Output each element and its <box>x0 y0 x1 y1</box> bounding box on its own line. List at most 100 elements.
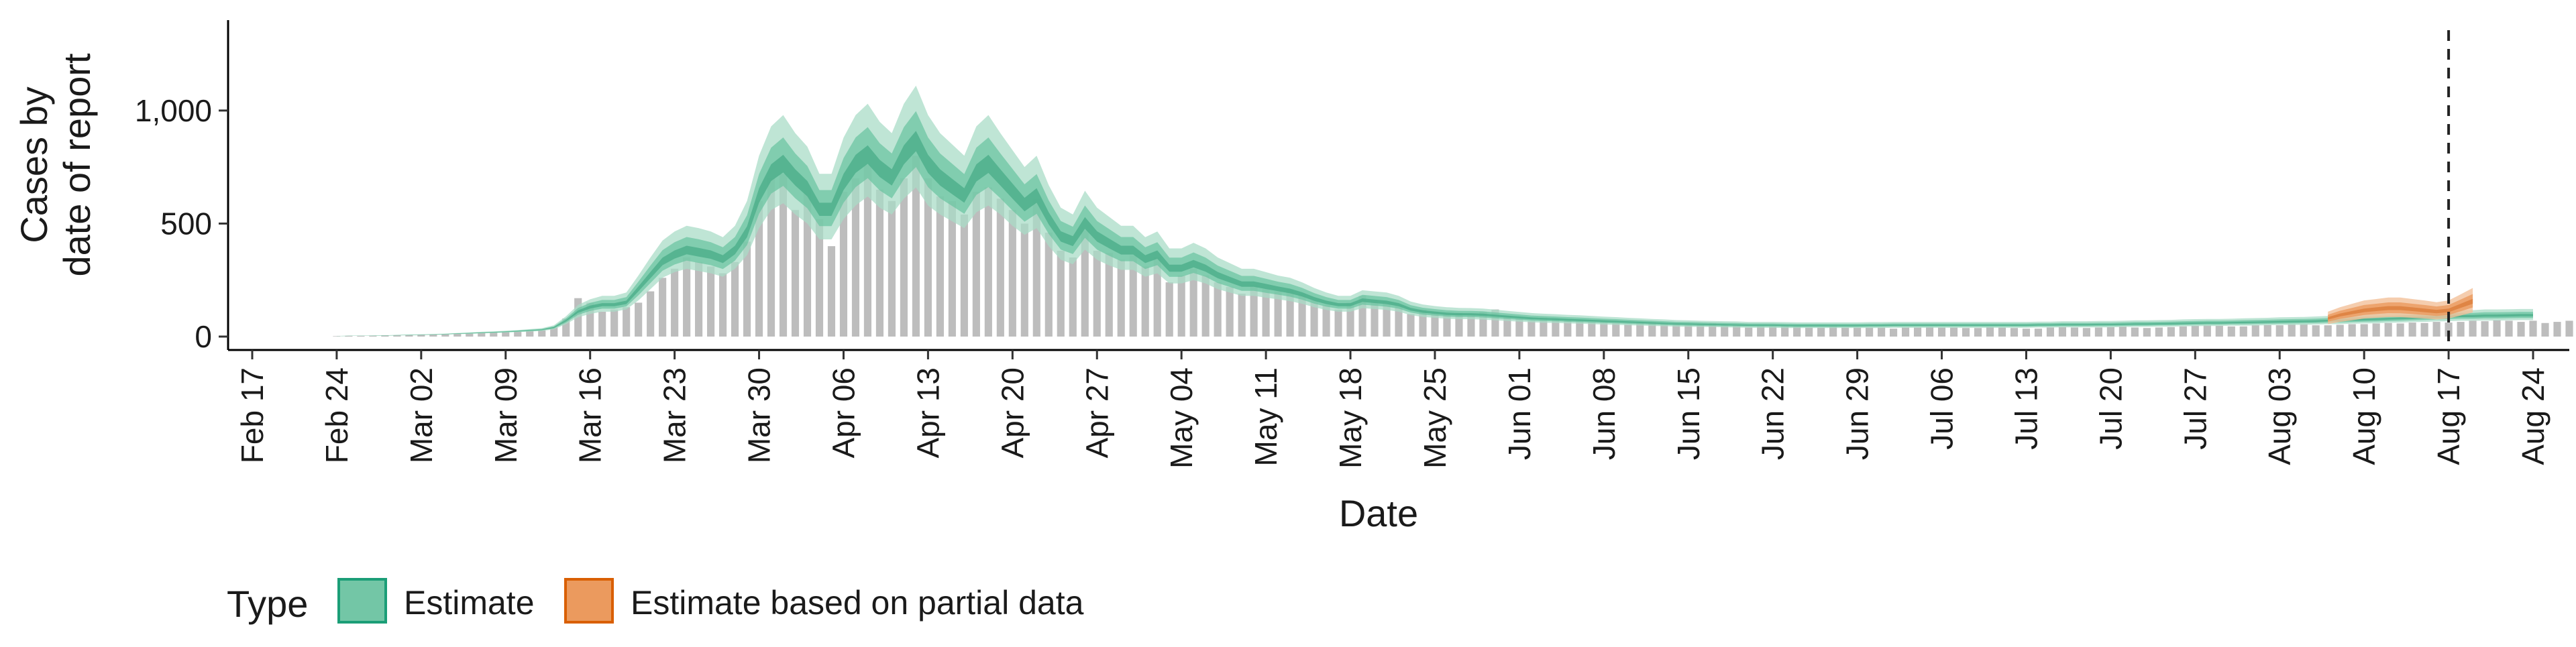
reported-cases-bar <box>2384 322 2392 337</box>
reported-cases-bar <box>1962 328 1970 337</box>
x-tick-label: Apr 06 <box>826 367 861 459</box>
reported-cases-bar <box>743 241 751 337</box>
reported-cases-bar <box>2493 320 2501 337</box>
reported-cases-bar <box>1358 296 1366 337</box>
x-tick-label: May 11 <box>1248 367 1283 466</box>
reported-cases-bar <box>2324 325 2332 337</box>
reported-cases-bar <box>2191 325 2199 337</box>
reported-cases-bar <box>1588 322 1596 337</box>
reported-cases-bar <box>1612 322 1620 337</box>
legend-key-partial <box>564 578 614 624</box>
reported-cases-bar <box>803 189 812 337</box>
reported-cases-bar <box>357 335 365 337</box>
reported-cases-bar <box>2094 327 2102 337</box>
reported-cases-bar <box>1262 289 1270 337</box>
reported-cases-bar <box>1684 325 1693 337</box>
reported-cases-bar <box>453 333 462 337</box>
reported-cases-bar <box>1467 314 1475 337</box>
x-tick-label: Mar 23 <box>657 367 692 463</box>
reported-cases-bar <box>2263 325 2271 337</box>
reported-cases-bar <box>2155 327 2163 337</box>
y-tick-label: 0 <box>195 319 212 354</box>
x-tick-label: Feb 17 <box>235 367 270 463</box>
reported-cases-bar <box>1564 319 1572 337</box>
reported-cases-bar <box>888 200 896 337</box>
reported-cases-bar <box>912 156 920 337</box>
reported-cases-bar <box>1540 317 1548 337</box>
x-tick-label: Mar 30 <box>742 367 777 463</box>
x-tick-label: Jun 22 <box>1756 367 1790 460</box>
reported-cases-bar <box>1974 328 1982 337</box>
reported-cases-bar <box>2118 326 2127 337</box>
reported-cases-bar <box>1527 320 1536 337</box>
reported-cases-bar <box>707 266 715 337</box>
reported-cases-bar <box>2312 325 2320 337</box>
reported-cases-bar <box>2517 322 2525 337</box>
x-tick-label: Jun 29 <box>1840 367 1875 460</box>
reported-cases-bar <box>1081 230 1089 337</box>
reported-cases-bar <box>1153 257 1161 337</box>
reported-cases-bar <box>1069 257 1077 337</box>
reported-cases-bar <box>2131 327 2139 337</box>
x-tick-label: Jun 15 <box>1671 367 1706 460</box>
reported-cases-bar <box>1878 327 1886 337</box>
reported-cases-bar <box>1057 250 1065 337</box>
reported-cases-bar <box>1709 322 1717 337</box>
reported-cases-bar <box>562 318 570 337</box>
x-tick-label: Jul 13 <box>2008 367 2043 450</box>
reported-cases-bar <box>1479 311 1487 337</box>
reported-cases-bar <box>1660 322 1668 337</box>
reported-cases-bar <box>1044 232 1053 337</box>
reported-cases-bar <box>2469 320 2477 337</box>
reported-cases-bar <box>1250 284 1258 337</box>
reported-cases-bar <box>1274 291 1282 337</box>
x-tick-label: May 18 <box>1333 367 1368 469</box>
reported-cases-bar <box>2372 323 2380 337</box>
legend-key-estimate <box>337 578 387 624</box>
reported-cases-bar <box>1395 304 1403 337</box>
reported-cases-bar <box>1757 326 1765 337</box>
reported-cases-bar <box>791 210 800 337</box>
reported-cases-bar <box>1998 327 2006 337</box>
reported-cases-bar <box>1636 322 1644 337</box>
reported-cases-bar <box>490 332 498 337</box>
reported-cases-bar <box>2529 320 2537 337</box>
x-tick-label: Apr 13 <box>910 367 945 459</box>
reported-cases-bar <box>1901 327 1910 337</box>
reported-cases-bar <box>1697 324 1705 337</box>
reported-cases-bar <box>2348 324 2356 337</box>
reported-cases-bar <box>2034 329 2043 337</box>
reported-cases-bar <box>2058 327 2067 337</box>
reported-cases-bar <box>2541 322 2549 337</box>
reported-cases-bar <box>1672 324 1680 337</box>
reported-cases-bar <box>1769 326 1777 337</box>
reported-cases-bar <box>936 196 944 337</box>
reported-cases-bar <box>2408 322 2416 337</box>
x-tick-label: Jun 01 <box>1502 367 1537 460</box>
reported-cases-bar <box>1576 320 1584 337</box>
reported-cases-bar <box>466 333 474 337</box>
reported-cases-bar <box>2239 326 2247 337</box>
reported-cases-bar <box>875 189 884 337</box>
reported-cases-bar <box>815 219 824 337</box>
x-tick-label: May 04 <box>1164 367 1199 469</box>
reported-cases-bar <box>1829 326 1837 337</box>
x-tick-label: Aug 03 <box>2262 367 2297 465</box>
reported-cases-bar <box>1745 327 1753 337</box>
legend-title: Type <box>227 583 308 625</box>
reported-cases-bar <box>695 261 703 337</box>
reported-cases-bar <box>2275 325 2284 337</box>
bands-layer <box>336 85 2534 337</box>
reported-cases-bar <box>2396 323 2404 337</box>
reported-cases-bar <box>538 330 546 337</box>
reported-cases-bar <box>502 332 510 337</box>
reported-cases-bar <box>1890 329 1898 337</box>
reported-cases-bar <box>2082 328 2090 337</box>
reported-cases-bar <box>441 334 449 337</box>
reported-cases-bar <box>2432 322 2440 337</box>
reported-cases-bar <box>1503 316 1511 337</box>
reported-cases-bar <box>671 268 679 337</box>
reported-cases-bar <box>1346 302 1354 337</box>
